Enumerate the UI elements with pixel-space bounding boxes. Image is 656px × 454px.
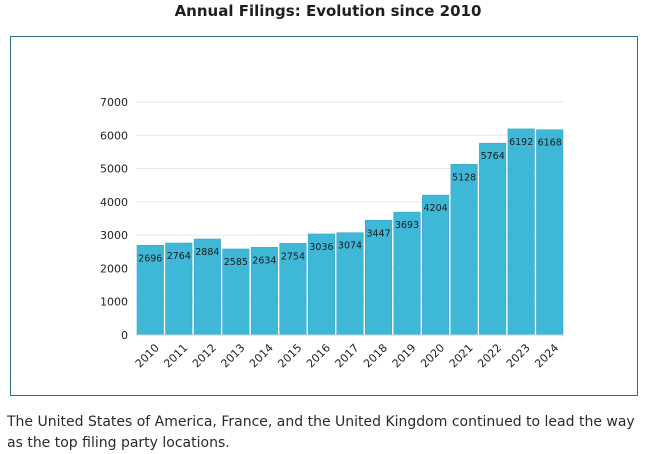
y-tick-label: 3000 <box>100 229 128 242</box>
bar-2016 <box>307 233 335 336</box>
data-label-2011: 2764 <box>167 251 191 262</box>
y-tick-label: 4000 <box>100 196 128 209</box>
data-label-2010: 2696 <box>138 253 162 264</box>
x-tick-label: 2020 <box>418 341 447 370</box>
bar-2023 <box>507 128 535 336</box>
y-tick-label: 1000 <box>100 296 128 309</box>
x-tick-label: 2022 <box>475 341 504 370</box>
y-tick-label: 2000 <box>100 262 128 275</box>
bar-2019 <box>393 211 421 336</box>
bar-2011 <box>165 242 193 336</box>
data-label-2013: 2585 <box>224 257 248 268</box>
bar-chart: 0 1000 2000 3000 4000 5000 6000 7000 2696 2010 276… <box>100 96 564 370</box>
bar-2017 <box>336 232 364 336</box>
bar-2020 <box>422 194 450 336</box>
bar-2010 <box>136 245 164 336</box>
data-label-2021: 5128 <box>452 172 476 183</box>
bar-2022 <box>479 142 507 336</box>
x-tick-label: 2021 <box>447 341 476 370</box>
chart-title: Annual Filings: Evolution since 2010 <box>174 2 482 20</box>
bar-2024 <box>536 129 564 336</box>
data-label-2012: 2884 <box>195 247 219 258</box>
bar-2013 <box>222 248 250 336</box>
x-tick-label: 2017 <box>333 341 362 370</box>
x-tick-label: 2018 <box>361 341 390 370</box>
x-tick-label: 2024 <box>532 341 561 370</box>
data-label-2015: 2754 <box>281 251 305 262</box>
x-tick-label: 2014 <box>247 341 276 370</box>
x-tick-label: 2013 <box>218 341 247 370</box>
caption-text: The United States of America, France, an… <box>7 414 635 451</box>
x-tick-label: 2011 <box>161 341 190 370</box>
data-label-2017: 3074 <box>338 241 362 252</box>
x-tick-label: 2016 <box>304 341 333 370</box>
chart-container: 0 1000 2000 3000 4000 5000 6000 7000 2696 2010 276… <box>10 36 638 396</box>
data-label-2024: 6168 <box>538 138 562 149</box>
bar-2021 <box>450 164 478 336</box>
x-tick-label: 2010 <box>133 341 162 370</box>
x-tick-label: 2023 <box>504 341 533 370</box>
data-label-2023: 6192 <box>509 137 533 148</box>
x-tick-label: 2015 <box>276 341 305 370</box>
bar-2014 <box>250 247 278 336</box>
data-label-2016: 3036 <box>309 242 333 253</box>
bar-2015 <box>279 243 307 336</box>
x-tick-label: 2012 <box>190 341 219 370</box>
y-tick-label: 6000 <box>100 129 128 142</box>
data-label-2020: 4204 <box>424 203 448 214</box>
data-label-2022: 5764 <box>481 151 505 162</box>
x-tick-label: 2019 <box>390 341 419 370</box>
y-tick-label: 7000 <box>100 96 128 109</box>
data-label-2014: 2634 <box>252 255 276 266</box>
y-tick-label: 0 <box>121 329 128 342</box>
y-tick-label: 5000 <box>100 163 128 176</box>
data-label-2018: 3447 <box>366 228 390 239</box>
data-label-2019: 3693 <box>395 220 419 231</box>
bar-2012 <box>193 238 221 336</box>
